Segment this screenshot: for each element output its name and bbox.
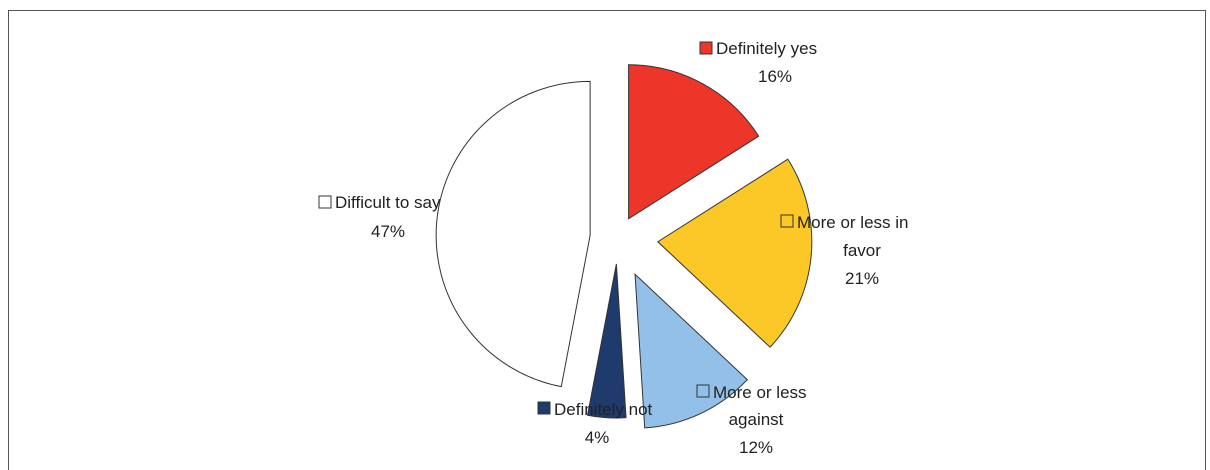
slice-name-definitely-yes: Definitely yes [716,39,817,58]
slice-name-more-or-less-in-favor-line2: favor [843,241,881,260]
legend-swatch-more-or-less-in-favor [780,214,794,228]
pie-slice-difficult-to-say [435,80,591,388]
pie-slice-more-or-less-against [634,272,748,429]
pie-chart: Definitely yes 16% More or less in favor 21%… [318,39,908,457]
pie-slices [435,64,813,429]
legend-swatch-more-or-less-against [696,384,710,398]
slice-name-more-or-less-against-line2: against [729,410,784,429]
pie-labels: Definitely yes 16% More or less in favor 21%… [318,39,908,457]
slice-name-difficult-to-say: Difficult to say [335,193,441,212]
slice-value-more-or-less-against: 12% [739,438,773,457]
slice-name-more-or-less-against: More or less [713,383,807,402]
legend-swatch-definitely-not [537,401,551,415]
pie-slice-definitely-not [586,263,627,419]
slice-value-more-or-less-in-favor: 21% [845,269,879,288]
pie-slice-definitely-yes [628,64,760,220]
slice-value-definitely-not: 4% [585,428,610,447]
pie-slice-more-or-less-in-favor [657,158,813,348]
slice-value-definitely-yes: 16% [758,67,792,86]
legend-swatch-definitely-yes [699,41,713,55]
slice-name-more-or-less-in-favor: More or less in [797,213,908,232]
legend-swatch-difficult-to-say [318,195,332,209]
slice-value-difficult-to-say: 47% [371,222,405,241]
slice-name-definitely-not: Definitely not [554,400,653,419]
chart-frame [8,10,1206,470]
